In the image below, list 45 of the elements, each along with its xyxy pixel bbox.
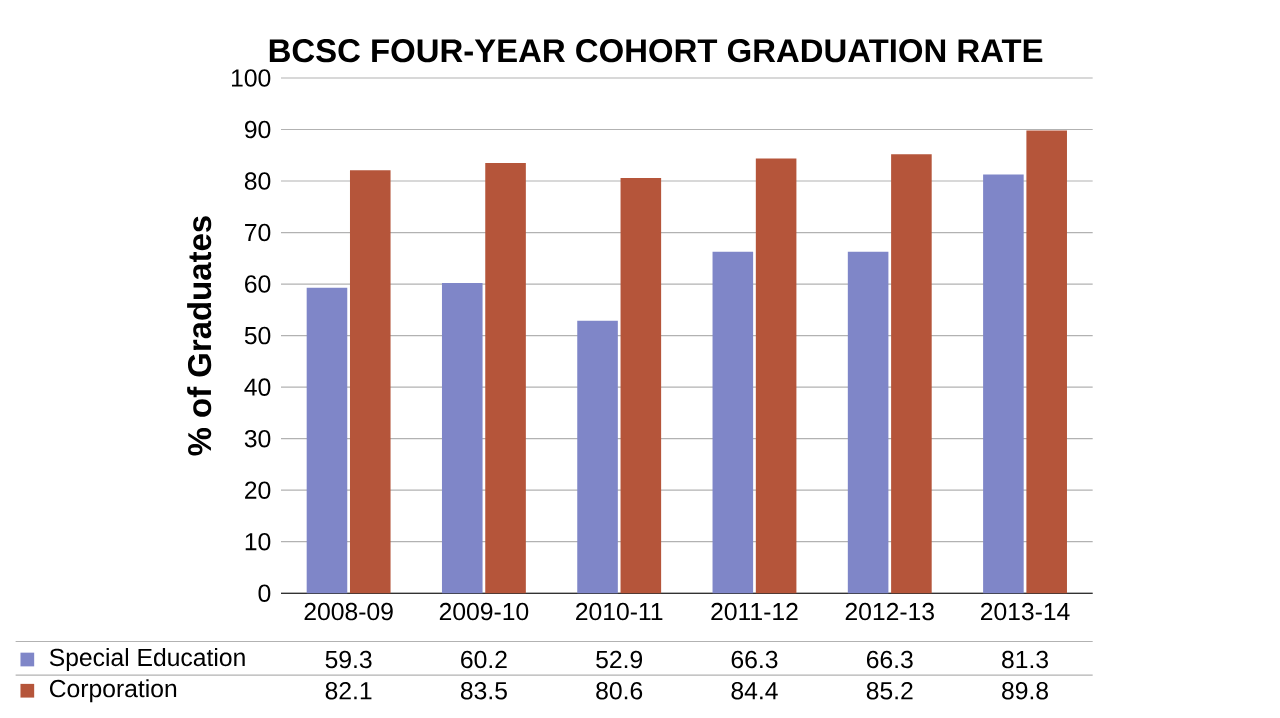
x-tick-label: 2013-14 <box>980 602 1070 621</box>
y-tick-label: 100 <box>231 69 271 87</box>
y-tick-label: 0 <box>258 584 271 602</box>
bar <box>1026 130 1067 594</box>
x-tick-label: 2011-12 <box>711 602 798 621</box>
x-tick-label: 2010-11 <box>576 602 663 621</box>
data-label: 66.3 <box>866 650 913 669</box>
y-tick-label: 40 <box>244 378 271 396</box>
data-label: 89.8 <box>1002 681 1048 700</box>
bar <box>712 251 754 594</box>
chart-title: BCSC FOUR-YEAR COHORT GRADUATION RATE <box>269 39 1043 63</box>
bar <box>349 170 391 594</box>
bar <box>891 154 932 594</box>
legend-label: Corporation <box>49 679 177 703</box>
x-tick-label: 2012-13 <box>845 602 934 621</box>
data-label: 52.9 <box>596 650 643 669</box>
y-tick-label: 60 <box>245 275 271 293</box>
legend-label: Special Education <box>49 647 245 671</box>
bar <box>755 158 797 594</box>
bar <box>306 287 348 594</box>
data-label: 66.3 <box>731 650 778 669</box>
bar <box>847 251 889 594</box>
data-label: 60.2 <box>461 650 507 669</box>
data-label: 83.5 <box>460 681 507 700</box>
bar <box>983 174 1024 594</box>
y-tick-label: 20 <box>245 481 271 499</box>
data-label: 81.3 <box>1002 650 1048 669</box>
bar <box>577 320 618 594</box>
data-label: 80.6 <box>596 681 643 700</box>
x-tick-label: 2008-09 <box>304 602 393 621</box>
data-label: 85.2 <box>866 681 913 700</box>
y-tick-label: 70 <box>245 223 271 242</box>
data-label: 59.3 <box>325 650 372 669</box>
data-label: 82.1 <box>325 681 372 700</box>
bar <box>441 283 483 594</box>
y-axis-title: % of Graduates <box>187 216 212 456</box>
y-tick-label: 10 <box>245 532 271 551</box>
x-tick-label: 2009-10 <box>439 602 529 621</box>
y-tick-label: 90 <box>244 120 271 139</box>
bar <box>485 163 526 594</box>
data-label: 84.4 <box>731 681 778 700</box>
bar <box>620 177 662 594</box>
y-tick-label: 50 <box>244 326 271 345</box>
y-tick-label: 30 <box>244 429 271 448</box>
y-tick-label: 80 <box>244 172 271 190</box>
